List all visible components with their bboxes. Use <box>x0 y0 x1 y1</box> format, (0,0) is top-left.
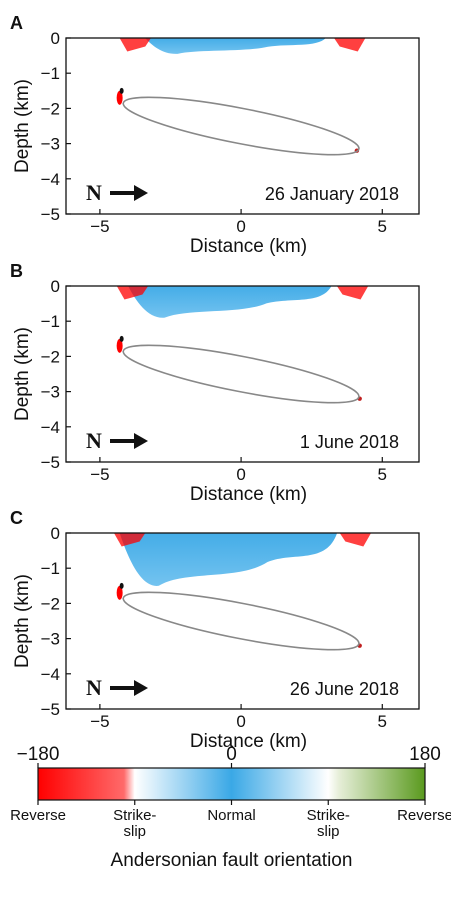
strike-slip-cluster <box>119 87 124 94</box>
colorbar-title: Andersonian fault orientation <box>111 850 353 871</box>
reverse-seismicity-south <box>116 285 149 300</box>
axes-frame <box>65 285 420 463</box>
y-tick-label: −3 <box>41 630 60 649</box>
reservoir-ellipse <box>122 344 360 404</box>
x-tick-label: −5 <box>90 712 109 731</box>
colorbar-category-label: Reverse <box>397 807 451 824</box>
reverse-cluster <box>116 90 123 105</box>
panel-letter: C <box>10 508 23 528</box>
y-tick-label: −4 <box>41 665 60 684</box>
colorbar-tick-label: −180 <box>17 744 60 765</box>
colorbar-category-label-line: Normal <box>207 807 255 824</box>
panels: 0 −1 −2 −3 −4 −5 −5 0 5 A Distance (km) Depth (km) 2… <box>10 13 420 752</box>
x-axis-label: Distance (km) <box>190 484 307 505</box>
x-tick-label: 0 <box>236 465 245 484</box>
reverse-seismicity-south <box>113 532 146 547</box>
north-label: N <box>86 180 102 205</box>
x-tick-label: −5 <box>90 217 109 236</box>
y-tick-label: −3 <box>41 383 60 402</box>
normal-seismicity <box>128 286 332 318</box>
y-tick-label: −2 <box>41 347 60 366</box>
reservoir-ellipse <box>122 591 360 651</box>
colorbar-category-label-line: Strike- <box>307 807 350 824</box>
axes-frame <box>65 532 420 710</box>
normal-seismicity <box>145 38 326 54</box>
reverse-cluster <box>116 338 123 353</box>
y-tick-label: −1 <box>41 64 60 83</box>
x-axis-label: Distance (km) <box>190 731 307 752</box>
colorbar: −180 0 180 Reverse Strike-slip Normal Strike-s… <box>10 744 451 871</box>
reverse-seismicity-north <box>336 285 369 300</box>
strike-slip-cluster <box>119 582 124 589</box>
y-tick-label: 0 <box>51 29 60 48</box>
panel-a: 0 −1 −2 −3 −4 −5 −5 0 5 A Distance (km) Depth (km) 2… <box>10 13 420 257</box>
reverse-cluster <box>116 585 123 600</box>
y-tick-label: −5 <box>41 453 60 472</box>
y-tick-label: 0 <box>51 524 60 543</box>
y-tick-label: −4 <box>41 418 60 437</box>
colorbar-category-label-line: Reverse <box>397 807 451 824</box>
x-tick-label: 0 <box>236 217 245 236</box>
colorbar-tick-label: 180 <box>409 744 441 765</box>
strike-slip-cluster <box>119 335 124 342</box>
y-tick-label: −2 <box>41 99 60 118</box>
date-label: 26 January 2018 <box>265 184 399 204</box>
normal-seismicity <box>119 533 338 586</box>
colorbar-gradient <box>37 767 426 801</box>
x-tick-label: 5 <box>378 217 387 236</box>
colorbar-category-label: Strike-slip <box>113 807 156 840</box>
y-tick-label: −2 <box>41 594 60 613</box>
colorbar-category-label-line: slip <box>123 823 146 840</box>
north-arrow-head <box>134 680 148 696</box>
colorbar-category-label-line: Reverse <box>10 807 66 824</box>
date-label: 26 June 2018 <box>290 679 399 699</box>
date-label: 1 June 2018 <box>300 432 399 452</box>
reservoir-ellipse <box>122 96 360 156</box>
north-arrow-head <box>134 433 148 449</box>
y-tick-label: −5 <box>41 700 60 719</box>
y-tick-label: −1 <box>41 312 60 331</box>
colorbar-category-label-line: Strike- <box>113 807 156 824</box>
north-arrow-head <box>134 185 148 201</box>
x-tick-label: 5 <box>378 465 387 484</box>
north-label: N <box>86 428 102 453</box>
y-axis-label: Depth (km) <box>12 327 33 421</box>
x-axis-label: Distance (km) <box>190 236 307 257</box>
colorbar-category-label: Reverse <box>10 807 66 824</box>
panel-c: 0 −1 −2 −3 −4 −5 −5 0 5 C Distance (km) Depth (km) 2… <box>10 508 420 752</box>
x-tick-label: −5 <box>90 465 109 484</box>
axes-frame <box>65 37 420 215</box>
colorbar-category-label-line: slip <box>317 823 340 840</box>
x-tick-label: 5 <box>378 712 387 731</box>
colorbar-category-label: Normal <box>207 807 255 824</box>
panel-b: 0 −1 −2 −3 −4 −5 −5 0 5 B Distance (km) Depth (km) 1… <box>10 261 420 505</box>
y-tick-label: −3 <box>41 135 60 154</box>
colorbar-category-label: Strike-slip <box>307 807 350 840</box>
panel-letter: A <box>10 13 23 33</box>
y-tick-label: −5 <box>41 205 60 224</box>
reverse-seismicity-south <box>119 37 152 52</box>
reverse-seismicity-north <box>333 37 366 52</box>
y-axis-label: Depth (km) <box>12 574 33 668</box>
reverse-seismicity-north <box>339 532 372 547</box>
north-label: N <box>86 675 102 700</box>
y-tick-label: −4 <box>41 170 60 189</box>
x-tick-label: 0 <box>236 712 245 731</box>
y-axis-label: Depth (km) <box>12 79 33 173</box>
y-tick-label: 0 <box>51 277 60 296</box>
panel-letter: B <box>10 261 23 281</box>
colorbar-tick-label: 0 <box>226 744 237 765</box>
y-tick-label: −1 <box>41 559 60 578</box>
